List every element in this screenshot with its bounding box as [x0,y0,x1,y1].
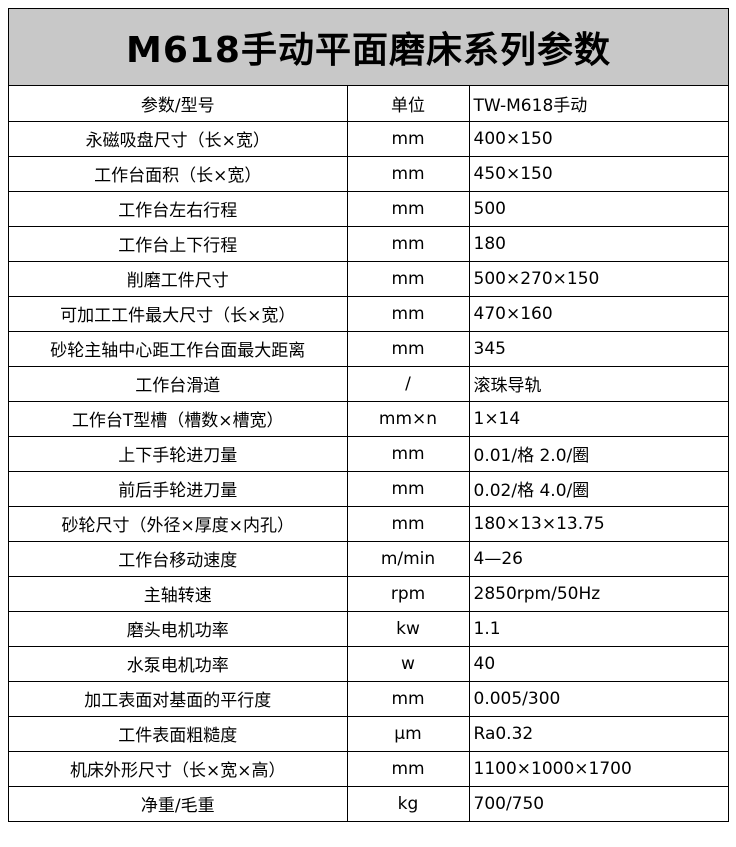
unit-cell: mm [346,435,470,472]
value-cell: 4—26 [468,540,728,577]
param-cell: 工作台面积（长×宽） [9,155,348,192]
table-row: 工作台上下行程 mm 180 [9,225,728,262]
unit-cell: mm [346,155,470,192]
param-cell: 可加工工件最大尺寸（长×宽） [9,295,348,332]
value-cell: 1100×1000×1700 [468,750,728,787]
param-cell: 净重/毛重 [9,785,348,821]
unit-cell: w [346,645,470,682]
value-cell: 400×150 [468,120,728,157]
unit-cell: mm [346,750,470,787]
value-cell: 500 [468,190,728,227]
table-header-row: 参数/型号 单位 TW-M618手动 [9,86,728,122]
table-row: 磨头电机功率 kw 1.1 [9,610,728,647]
table-row: 加工表面对基面的平行度 mm 0.005/300 [9,680,728,717]
unit-cell: mm [346,120,470,157]
table-row: 砂轮尺寸（外径×厚度×内孔） mm 180×13×13.75 [9,505,728,542]
value-cell: 1.1 [468,610,728,647]
value-cell: 0.01/格 2.0/圈 [468,435,728,472]
unit-cell: mm [346,470,470,507]
value-cell: 2850rpm/50Hz [468,575,728,612]
table-row: 上下手轮进刀量 mm 0.01/格 2.0/圈 [9,435,728,472]
param-cell: 磨头电机功率 [9,610,348,647]
spec-sheet: M618手动平面磨床系列参数 参数/型号 单位 TW-M618手动 永磁吸盘尺寸… [8,8,729,822]
table-row: 工作台移动速度 m/min 4—26 [9,540,728,577]
unit-cell: / [346,365,470,402]
param-cell: 机床外形尺寸（长×宽×高） [9,750,348,787]
value-cell: 1×14 [468,400,728,437]
param-cell: 工作台左右行程 [9,190,348,227]
unit-cell: kw [346,610,470,647]
value-cell: 500×270×150 [468,260,728,297]
param-cell: 工作台移动速度 [9,540,348,577]
table-row: 砂轮主轴中心距工作台面最大距离 mm 345 [9,330,728,367]
unit-cell: rpm [346,575,470,612]
unit-cell: mm [346,260,470,297]
value-cell: 40 [468,645,728,682]
table-row: 工作台面积（长×宽） mm 450×150 [9,155,728,192]
param-cell: 工件表面粗糙度 [9,715,348,752]
param-cell: 工作台上下行程 [9,225,348,262]
value-cell: 0.02/格 4.0/圈 [468,470,728,507]
table-row: 削磨工件尺寸 mm 500×270×150 [9,260,728,297]
value-cell: 0.005/300 [468,680,728,717]
value-cell: 470×160 [468,295,728,332]
table-row: 工作台滑道 / 滚珠导轨 [9,365,728,402]
param-cell: 前后手轮进刀量 [9,470,348,507]
unit-cell: mm×n [346,400,470,437]
table-row: 可加工工件最大尺寸（长×宽） mm 470×160 [9,295,728,332]
header-unit: 单位 [346,86,470,122]
value-cell: 345 [468,330,728,367]
value-cell: 700/750 [468,785,728,821]
value-cell: 滚珠导轨 [468,365,728,402]
unit-cell: mm [346,225,470,262]
spec-table: 参数/型号 单位 TW-M618手动 永磁吸盘尺寸（长×宽） mm 400×150 工… [9,86,728,821]
table-row: 主轴转速 rpm 2850rpm/50Hz [9,575,728,612]
table-row: 前后手轮进刀量 mm 0.02/格 4.0/圈 [9,470,728,507]
table-row: 工作台T型槽（槽数×槽宽） mm×n 1×14 [9,400,728,437]
param-cell: 削磨工件尺寸 [9,260,348,297]
unit-cell: mm [346,680,470,717]
unit-cell: mm [346,505,470,542]
unit-cell: mm [346,295,470,332]
table-row: 净重/毛重 kg 700/750 [9,785,728,821]
value-cell: 450×150 [468,155,728,192]
value-cell: 180 [468,225,728,262]
unit-cell: kg [346,785,470,821]
param-cell: 水泵电机功率 [9,645,348,682]
param-cell: 砂轮尺寸（外径×厚度×内孔） [9,505,348,542]
table-row: 水泵电机功率 w 40 [9,645,728,682]
param-cell: 上下手轮进刀量 [9,435,348,472]
table-row: 机床外形尺寸（长×宽×高） mm 1100×1000×1700 [9,750,728,787]
unit-cell: mm [346,190,470,227]
table-row: 永磁吸盘尺寸（长×宽） mm 400×150 [9,120,728,157]
param-cell: 工作台滑道 [9,365,348,402]
unit-cell: μm [346,715,470,752]
param-cell: 工作台T型槽（槽数×槽宽） [9,400,348,437]
page-title: M618手动平面磨床系列参数 [9,9,728,86]
value-cell: Ra0.32 [468,715,728,752]
param-cell: 砂轮主轴中心距工作台面最大距离 [9,330,348,367]
value-cell: 180×13×13.75 [468,505,728,542]
unit-cell: m/min [346,540,470,577]
table-row: 工作台左右行程 mm 500 [9,190,728,227]
param-cell: 永磁吸盘尺寸（长×宽） [9,120,348,157]
table-row: 工件表面粗糙度 μm Ra0.32 [9,715,728,752]
header-model: TW-M618手动 [468,86,728,122]
param-cell: 主轴转速 [9,575,348,612]
header-param: 参数/型号 [9,86,348,122]
param-cell: 加工表面对基面的平行度 [9,680,348,717]
unit-cell: mm [346,330,470,367]
